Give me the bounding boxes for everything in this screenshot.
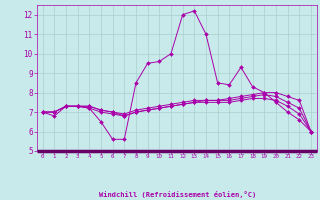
Text: Windchill (Refroidissement éolien,°C): Windchill (Refroidissement éolien,°C) xyxy=(99,191,256,198)
